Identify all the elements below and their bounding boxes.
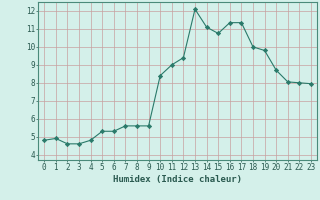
X-axis label: Humidex (Indice chaleur): Humidex (Indice chaleur) xyxy=(113,175,242,184)
